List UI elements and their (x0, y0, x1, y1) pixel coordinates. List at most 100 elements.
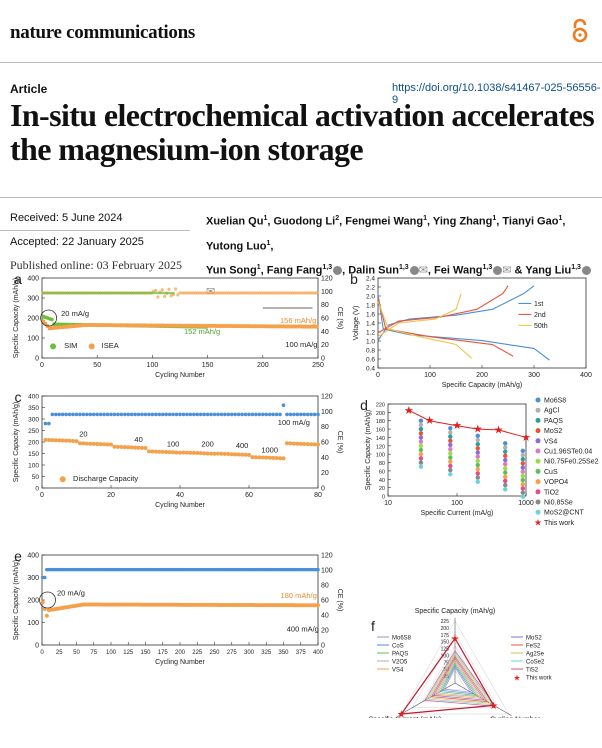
orcid-icon[interactable] (581, 265, 591, 275)
data-point (503, 445, 508, 450)
data-point (188, 450, 193, 455)
data-point (503, 457, 508, 463)
tick-label: 0 (35, 486, 39, 493)
author-name[interactable]: Fei Wang (434, 264, 483, 277)
title-rule (0, 197, 602, 198)
data-point (418, 451, 424, 457)
ce-point (67, 412, 72, 417)
data-point (222, 451, 227, 456)
author-affiliation: 1 (558, 215, 563, 222)
author-name[interactable]: Yutong Luo (206, 240, 267, 253)
author-name[interactable]: Ying Zhang (432, 215, 493, 228)
ce-point (189, 291, 193, 295)
tick-label: 120 (376, 444, 385, 450)
tick-label: 400 (28, 394, 39, 401)
ce-point (156, 291, 160, 295)
ce-point (50, 291, 54, 295)
ce-point (253, 291, 257, 295)
ce-point (71, 412, 75, 417)
ce-point (83, 291, 87, 295)
ce-point (134, 291, 138, 295)
author-name[interactable]: Fengmei Wang (345, 215, 424, 228)
doi-link[interactable]: https://doi.org/10.1038/s41467-025-56556… (392, 82, 601, 106)
legend-marker (535, 448, 541, 454)
orcid-icon[interactable] (409, 265, 419, 275)
data-point (475, 437, 480, 443)
data-point (520, 494, 526, 500)
open-access-icon[interactable] (572, 18, 588, 44)
ce-point (162, 294, 167, 299)
ce-point (152, 291, 155, 295)
ce-point (255, 291, 259, 295)
ce-point (229, 291, 233, 295)
radar-series (424, 650, 497, 707)
data-point (298, 441, 303, 446)
author-name[interactable]: Fang Fang (266, 264, 323, 277)
author-name[interactable]: Yun Song (206, 264, 257, 277)
voltage-curve (377, 285, 535, 341)
tick-label: 1000 (518, 500, 534, 507)
legend-label: FeS2 (526, 644, 541, 650)
tick-label: 250 (209, 650, 220, 656)
tick-label: 100 (321, 289, 333, 296)
data-point (233, 452, 238, 457)
data-point (57, 438, 62, 443)
orcid-icon[interactable] (493, 265, 503, 275)
data-point (503, 449, 508, 454)
data-point (503, 478, 508, 484)
ce-point (271, 412, 275, 417)
legend-label: This work (526, 676, 553, 682)
data-point (448, 438, 453, 443)
author-name[interactable]: Tianyi Gao (502, 215, 559, 228)
radar-tick: 200 (441, 626, 450, 632)
tick-label: 0 (40, 492, 44, 499)
tick-label: 1.4 (366, 321, 375, 328)
this-work-marker: ★ (452, 420, 462, 432)
y2-axis-label: CE (%) (336, 431, 343, 454)
ce-point (130, 291, 133, 295)
tick-label: 2.4 (366, 276, 375, 283)
ce-point (145, 291, 149, 295)
data-point (67, 438, 72, 443)
legend-label: ISEA (102, 341, 119, 350)
this-work-marker: ★ (521, 432, 531, 444)
data-point (46, 437, 51, 442)
tick-label: 250 (28, 428, 39, 435)
ce-point (312, 412, 317, 417)
data-point (418, 443, 424, 449)
legend-label: VOPO4 (544, 479, 568, 486)
ce-point (167, 412, 172, 417)
ce-point (271, 291, 275, 295)
author-name[interactable]: Xuelian Qu (206, 215, 264, 228)
ce-point (171, 412, 175, 417)
ce-point (302, 291, 306, 295)
data-point (520, 465, 526, 470)
author-affiliation: 1 (492, 215, 497, 222)
legend-label: Ni0.75Fe0.25Se2 (544, 459, 599, 466)
data-point (98, 442, 103, 447)
author-name[interactable]: Guodong Li (273, 215, 336, 228)
data-point (198, 451, 203, 456)
email-icon[interactable]: ✉ (502, 264, 512, 277)
ce-point (180, 291, 184, 295)
ce-point (143, 412, 148, 417)
ce-point (295, 291, 299, 295)
ce-point (200, 291, 204, 295)
tick-label: 20 (321, 342, 329, 349)
tick-label: 0.8 (366, 348, 375, 355)
legend-label: 2nd (534, 312, 546, 319)
data-point (250, 455, 255, 460)
data-point (77, 441, 82, 446)
ce-point (275, 291, 279, 295)
author-name[interactable]: Dalin Sun (348, 264, 399, 277)
ce-point (267, 412, 272, 417)
legend-marker (535, 428, 541, 434)
ce-point (308, 291, 312, 295)
ce-point (138, 291, 142, 295)
orcid-icon[interactable] (333, 265, 343, 275)
tick-label: 100 (27, 620, 39, 627)
annotation: 20 mA/g (61, 309, 89, 318)
author-name[interactable]: Yang Liu (525, 264, 572, 277)
email-icon[interactable]: ✉ (418, 264, 428, 277)
legend-marker (535, 438, 541, 444)
